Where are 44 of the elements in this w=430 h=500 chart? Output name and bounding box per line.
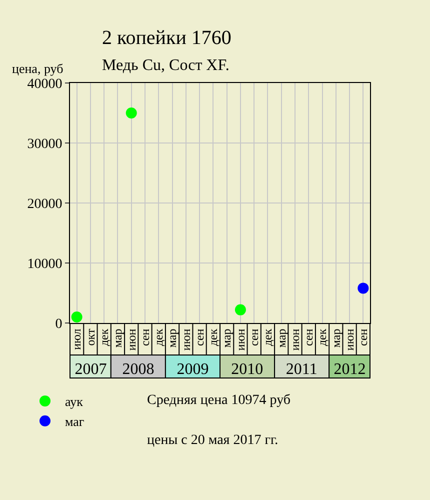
x-tick-label: сен bbox=[192, 328, 206, 346]
x2-tick-label: 2012 bbox=[334, 361, 366, 378]
x-tick-label: дек bbox=[152, 328, 166, 346]
point bbox=[358, 282, 369, 294]
x2-tick-label: 2009 bbox=[176, 361, 209, 378]
x-tick-label: дек bbox=[315, 328, 330, 346]
x-tick-label: дек bbox=[96, 328, 111, 346]
point bbox=[71, 312, 82, 322]
x-tick-label: июл bbox=[70, 328, 84, 350]
chart-title: 2 копейки 1760 bbox=[102, 27, 232, 49]
y-tick-label: 30000 bbox=[27, 136, 62, 152]
chart-subtitle: Медь Cu, Сост XF. bbox=[102, 57, 230, 74]
text: Средняя цена 10974 руб bbox=[147, 393, 291, 408]
x-tick-label: мар bbox=[165, 328, 180, 348]
x-tick-label: июн bbox=[124, 328, 138, 351]
x-tick-label: мар bbox=[220, 328, 234, 348]
x-tick-label: мар bbox=[110, 328, 125, 348]
x-tick-label: июн bbox=[233, 328, 248, 351]
x-tick-label: мар bbox=[328, 328, 343, 348]
x-tick-label: июн bbox=[342, 328, 356, 351]
legend-label: маг bbox=[65, 414, 84, 429]
y-tick-label: 20000 bbox=[27, 196, 62, 212]
x2-tick-label: 2008 bbox=[122, 361, 154, 378]
y-tick-label: 10000 bbox=[27, 256, 62, 272]
x-tick-label: мар bbox=[274, 328, 288, 348]
text: цены с 20 мая 2017 гг. bbox=[147, 433, 278, 448]
x2-tick-label: 2011 bbox=[286, 361, 318, 378]
point bbox=[234, 304, 246, 316]
x-tick-label: июн bbox=[178, 328, 193, 351]
x-tick-label: сен bbox=[246, 328, 261, 346]
y-tick-label: 0 bbox=[55, 316, 62, 332]
x-tick-label: окт bbox=[83, 328, 98, 346]
x2-tick-label: 2010 bbox=[231, 361, 264, 378]
legend-label: аук bbox=[65, 394, 84, 410]
point bbox=[126, 108, 137, 118]
x-tick-label: сен bbox=[302, 328, 316, 346]
x2-tick-label: 2007 bbox=[74, 361, 107, 378]
x-tick-label: дек bbox=[206, 328, 220, 346]
x-tick-label: июн bbox=[288, 328, 302, 351]
y-tick-label: 40000 bbox=[27, 76, 62, 92]
x-tick-label: сен bbox=[356, 328, 370, 346]
x-tick-label: сен bbox=[138, 328, 152, 346]
y-axis-title: цена, руб bbox=[12, 61, 64, 76]
x-tick-label: дек bbox=[260, 328, 275, 346]
